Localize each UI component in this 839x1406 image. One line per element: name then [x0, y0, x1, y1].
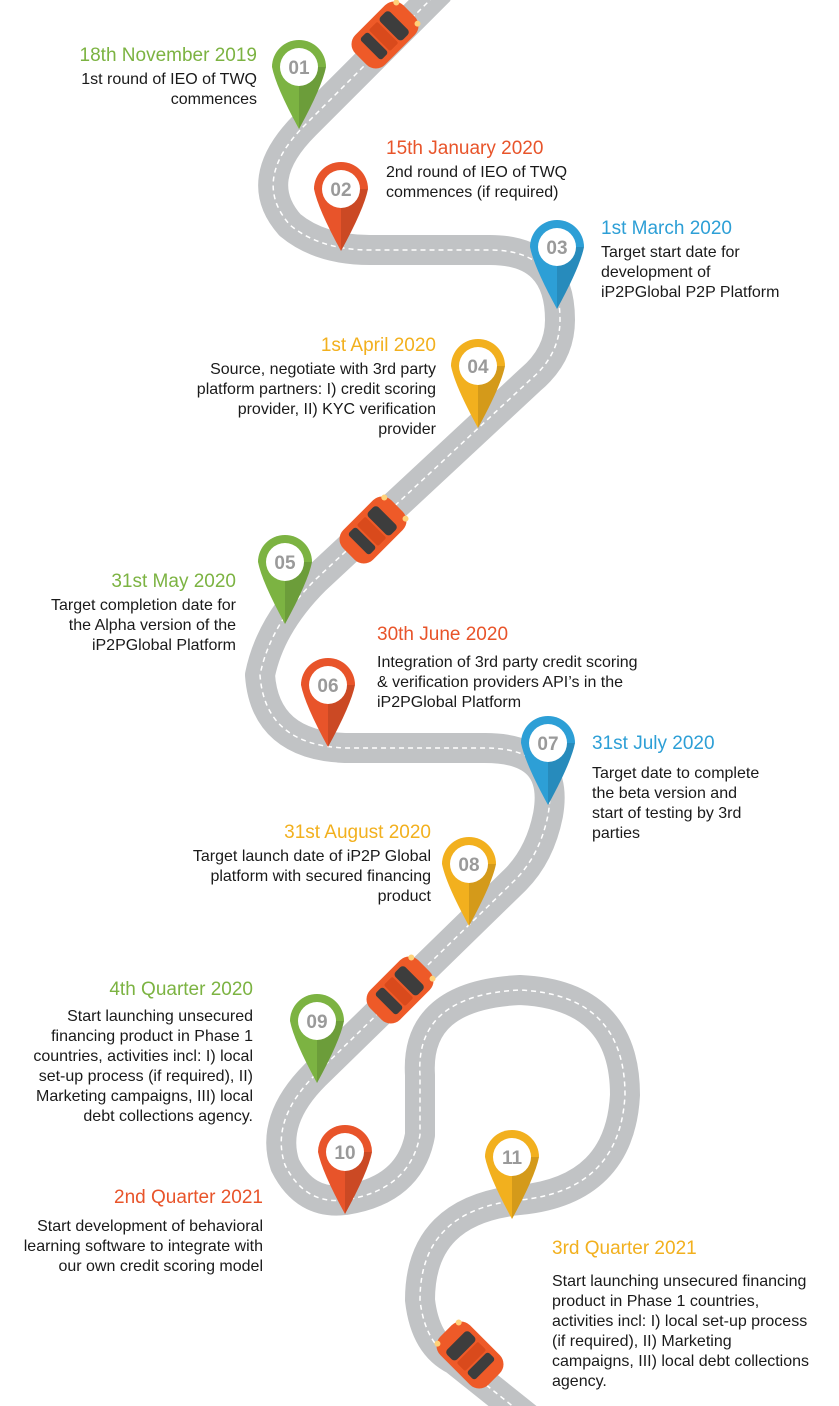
milestone-03: 1st March 2020 Target start date for dev…: [601, 217, 779, 303]
milestone-date: 31st July 2020: [592, 733, 715, 754]
map-pin-icon: 02: [314, 162, 368, 251]
map-pin-icon: 05: [258, 535, 312, 624]
cars: [339, 0, 504, 1389]
milestone-07: 31st July 2020 Target date to complete t…: [592, 732, 759, 844]
milestone-08: 31st August 2020 Target launch date of i…: [193, 821, 431, 907]
milestone-description: Target completion date for the Alpha ver…: [51, 597, 236, 654]
pin-number: 11: [502, 1148, 523, 1169]
car-icon: [434, 1319, 504, 1389]
milestone-date: 18th November 2019: [79, 45, 257, 66]
pin-number: 09: [306, 1012, 327, 1033]
milestone-date: 31st August 2020: [284, 822, 431, 843]
milestone-description: 2nd round of IEO of TWQ commences (if re…: [386, 164, 568, 201]
milestone-description: Start development of behavioral learning…: [23, 1218, 263, 1275]
milestone-05: 31st May 2020 Target completion date for…: [51, 570, 236, 656]
milestone-04: 1st April 2020 Source, negotiate with 3r…: [197, 334, 436, 440]
milestone-description: Start launching unsecured financing prod…: [33, 1008, 253, 1125]
pins: 01 02 03 04 05 06 07 08 09 10 11: [258, 40, 584, 1219]
milestone-01: 18th November 2019 1st round of IEO of T…: [80, 44, 257, 110]
milestone-date: 4th Quarter 2020: [109, 979, 253, 1000]
milestone-date: 15th January 2020: [386, 138, 544, 159]
milestone-09: 4th Quarter 2020 Start launching unsecur…: [33, 978, 253, 1127]
map-pin-icon: 01: [272, 40, 326, 129]
map-pin-icon: 06: [301, 658, 355, 747]
milestone-date: 2nd Quarter 2021: [114, 1187, 263, 1208]
milestone-description: Start launching unsecured financing prod…: [552, 1273, 810, 1390]
pin-number: 02: [330, 180, 351, 201]
milestone-description: Target date to complete the beta version…: [592, 765, 760, 842]
milestone-date: 30th June 2020: [377, 624, 509, 645]
milestone-description: 1st round of IEO of TWQ commences: [81, 71, 257, 108]
milestone-description: Target start date for development of iP2…: [601, 244, 780, 301]
map-pin-icon: 03: [530, 220, 584, 309]
milestone-description: Target launch date of iP2P Global platfo…: [192, 848, 431, 905]
pin-number: 06: [317, 676, 338, 697]
pin-number: 05: [274, 553, 296, 574]
car-icon: [351, 0, 421, 69]
map-pin-icon: 09: [290, 994, 344, 1083]
milestone-date: 31st May 2020: [111, 571, 236, 592]
milestone-date: 1st March 2020: [601, 218, 732, 239]
pin-number: 08: [458, 855, 479, 876]
milestone-date: 1st April 2020: [320, 335, 436, 356]
pin-number: 03: [546, 238, 567, 259]
milestone-description: Source, negotiate with 3rd party platfor…: [196, 361, 436, 438]
map-pin-icon: 07: [521, 716, 575, 805]
milestone-description: Integration of 3rd party credit scoring …: [377, 654, 638, 711]
car-icon: [339, 494, 409, 564]
map-pin-icon: 11: [485, 1130, 539, 1219]
milestone-11: 3rd Quarter 2021 Start launching unsecur…: [552, 1237, 809, 1392]
pin-number: 01: [288, 58, 310, 79]
car-icon: [366, 954, 436, 1024]
map-pin-icon: 08: [442, 837, 496, 926]
pin-number: 04: [467, 357, 489, 378]
milestone-10: 2nd Quarter 2021 Start development of be…: [24, 1186, 263, 1277]
milestone-date: 3rd Quarter 2021: [552, 1238, 697, 1259]
milestone-06: 30th June 2020 Integration of 3rd party …: [377, 623, 638, 713]
pin-number: 10: [334, 1143, 355, 1164]
map-pin-icon: 10: [318, 1125, 372, 1214]
milestone-02: 15th January 2020 2nd round of IEO of TW…: [386, 137, 567, 203]
map-pin-icon: 04: [451, 339, 505, 428]
pin-number: 07: [537, 734, 558, 755]
